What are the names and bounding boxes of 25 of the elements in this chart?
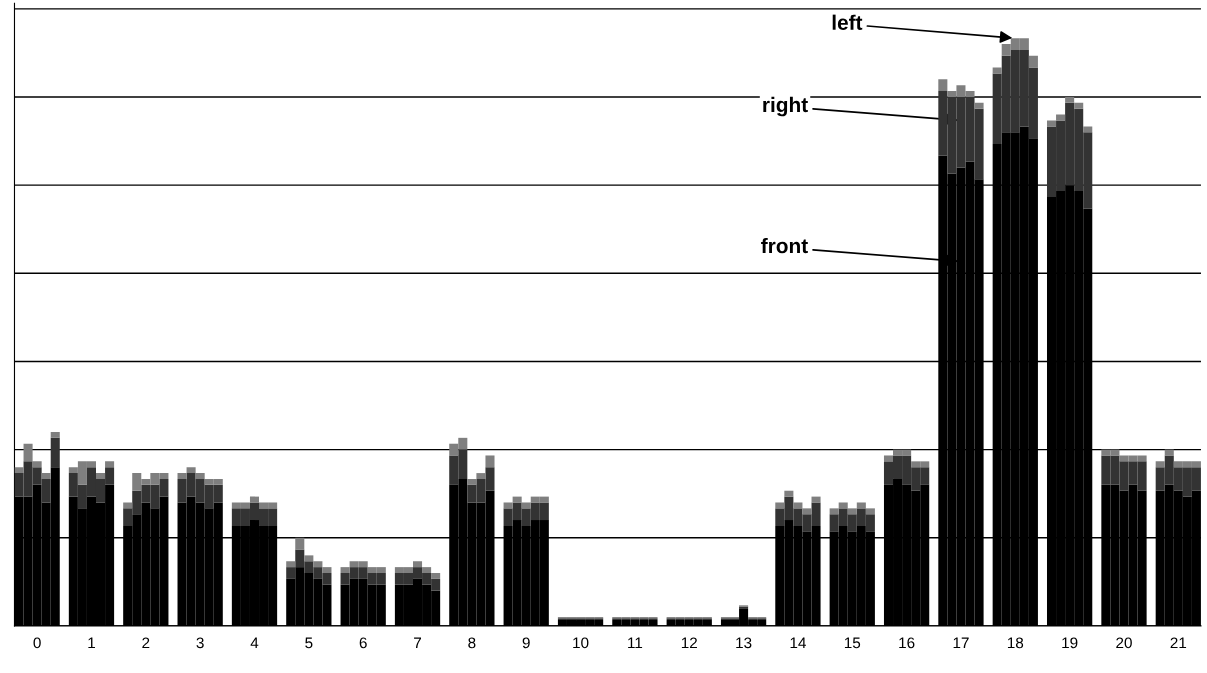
x-tick-label: 2 xyxy=(142,637,150,649)
x-tick-label: 1 xyxy=(88,637,95,649)
x-tick-label: 17 xyxy=(953,637,969,649)
x-tick-label: 19 xyxy=(1062,637,1078,649)
x-tick-label: 8 xyxy=(468,637,476,649)
annotation: front xyxy=(761,237,808,254)
x-tick-label: 6 xyxy=(359,637,367,649)
x-tick-label: 18 xyxy=(1007,637,1024,649)
x-tick-label: 5 xyxy=(305,637,313,649)
x-tick-label: 14 xyxy=(790,637,806,649)
x-tick-label: 10 xyxy=(573,637,589,649)
x-tick-label: 11 xyxy=(628,637,643,649)
x-tick-label: 9 xyxy=(522,637,530,649)
x-tick-label: 13 xyxy=(736,637,752,649)
x-tick-label: 7 xyxy=(414,637,422,649)
x-tick-label: 21 xyxy=(1170,637,1187,649)
x-tick-label: 15 xyxy=(844,637,861,649)
x-tick-label: 12 xyxy=(681,637,697,649)
x-tick-label: 4 xyxy=(250,637,259,649)
x-tick-label: 3 xyxy=(196,637,204,649)
annotation: right xyxy=(763,96,808,117)
annotation: left xyxy=(832,14,863,30)
x-tick-label: 20 xyxy=(1116,637,1132,649)
x-tick-label: 16 xyxy=(899,637,915,649)
x-tick-label: 0 xyxy=(33,637,41,649)
